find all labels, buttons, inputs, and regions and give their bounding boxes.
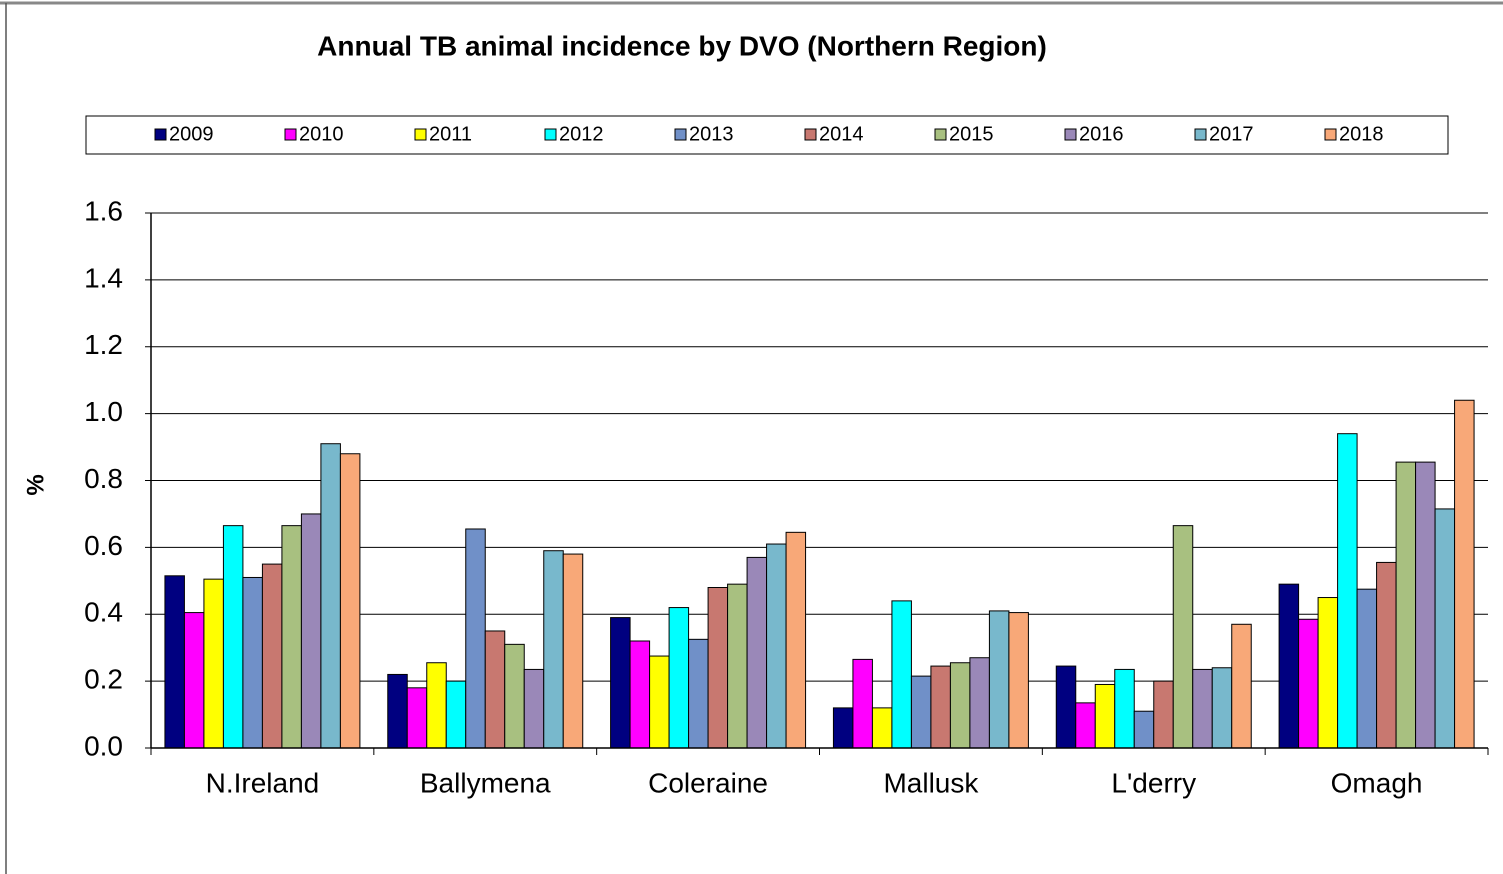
bar: [1376, 561, 1397, 749]
legend-box: [85, 115, 1449, 155]
bar: [707, 587, 729, 749]
bar: [1298, 618, 1319, 749]
bar: [910, 675, 932, 749]
bar: [1192, 668, 1213, 749]
bar: [523, 668, 545, 749]
y-tick-label: 1.0: [84, 396, 123, 427]
bar: [766, 543, 787, 749]
legend-swatch: [1324, 128, 1337, 141]
x-tick-label: Omagh: [1331, 767, 1423, 798]
y-tick-label: 1.6: [84, 195, 123, 226]
bar: [1153, 680, 1174, 749]
bar: [543, 550, 564, 749]
bar: [1395, 461, 1417, 749]
legend-label: 2012: [559, 123, 604, 145]
bar: [891, 600, 912, 749]
bar: [1008, 612, 1029, 749]
bar: [610, 617, 631, 749]
legend-label: 2018: [1339, 123, 1384, 145]
legend-label: 2015: [949, 123, 994, 145]
bar: [1454, 399, 1475, 749]
y-tick-label: 0.2: [84, 664, 123, 695]
bar: [688, 638, 709, 749]
bar: [1075, 702, 1096, 749]
legend-swatch: [804, 128, 817, 141]
bar: [746, 556, 768, 749]
bar: [1055, 665, 1077, 749]
x-tick-label: N.Ireland: [206, 767, 320, 798]
y-tick-label: 0.4: [84, 597, 123, 628]
y-tick-label: 1.2: [84, 329, 123, 360]
bar: [1415, 461, 1436, 749]
bar: [1114, 668, 1135, 749]
bar: [1356, 588, 1378, 749]
bar: [1317, 597, 1339, 749]
bar: [1211, 667, 1233, 749]
bar: [668, 607, 690, 749]
bar: [445, 680, 467, 749]
legend-label: 2017: [1209, 123, 1254, 145]
legend-label: 2009: [169, 123, 214, 145]
legend-swatch: [934, 128, 947, 141]
bar: [785, 531, 807, 749]
bar: [1278, 583, 1300, 749]
legend-label: 2010: [299, 123, 344, 145]
legend-swatch: [1064, 128, 1077, 141]
bar: [832, 707, 854, 749]
legend-label: 2013: [689, 123, 734, 145]
bar: [504, 643, 525, 749]
bar: [484, 630, 506, 749]
bar: [426, 662, 447, 749]
chart-title: Annual TB animal incidence by DVO (North…: [317, 30, 1047, 61]
bar: [930, 665, 951, 749]
x-tick-label: Ballymena: [420, 767, 551, 798]
bar: [300, 513, 322, 749]
legend-swatch: [154, 128, 167, 141]
bar: [339, 453, 361, 749]
bar: [1231, 623, 1252, 749]
bar: [562, 553, 584, 749]
legend-label: 2011: [429, 123, 472, 145]
bar: [281, 525, 302, 749]
bar: [852, 658, 873, 749]
bar: [629, 640, 651, 749]
legend-label: 2016: [1079, 123, 1124, 145]
bar: [222, 525, 244, 749]
bar: [1337, 433, 1358, 749]
x-tick-label: Mallusk: [883, 767, 979, 798]
bar: [1094, 683, 1116, 749]
bar: [261, 563, 283, 749]
x-tick-label: Coleraine: [648, 767, 768, 798]
bar: [164, 575, 185, 749]
bar: [727, 583, 748, 749]
bar: [465, 528, 486, 749]
legend-label: 2014: [819, 123, 864, 145]
legend-swatch: [544, 128, 557, 141]
y-tick-label: 0.0: [84, 730, 123, 761]
y-tick-label: 0.6: [84, 530, 123, 561]
bar: [203, 578, 224, 749]
legend-swatch: [674, 128, 687, 141]
bar: [242, 576, 263, 749]
bar: [1133, 710, 1155, 749]
bar: [406, 687, 428, 749]
bar: [183, 612, 205, 749]
bar: [387, 673, 408, 749]
bar: [871, 707, 893, 749]
bar: [320, 443, 341, 749]
bar: [1434, 508, 1456, 749]
y-tick-label: 1.4: [84, 262, 123, 293]
y-tick-label: 0.8: [84, 463, 123, 494]
y-axis-label: %: [22, 474, 49, 495]
bar: [949, 662, 971, 749]
x-tick-label: L'derry: [1111, 767, 1196, 798]
legend-swatch: [1194, 128, 1207, 141]
legend-swatch: [284, 128, 297, 141]
bar: [969, 657, 990, 749]
bar: [988, 610, 1010, 749]
legend-swatch: [414, 128, 427, 141]
bar: [649, 655, 670, 749]
bar: [1172, 525, 1194, 749]
